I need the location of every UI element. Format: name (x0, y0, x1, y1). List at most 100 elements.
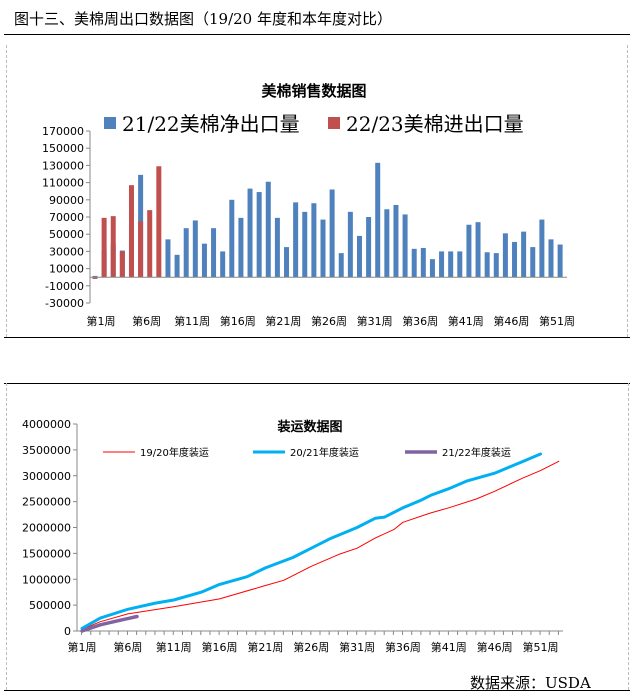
data-source: 数据来源：USDA (470, 674, 591, 692)
x-tick-label: 第16周 (202, 640, 238, 654)
chart-title: 装运数据图 (276, 419, 342, 435)
bar (512, 241, 518, 278)
bar (128, 185, 134, 278)
bar (265, 181, 271, 278)
x-tick-label: 第21周 (265, 314, 301, 328)
panel-border (6, 383, 7, 690)
panel-border (6, 45, 7, 337)
divider (4, 34, 630, 35)
bar (384, 209, 390, 278)
bar (165, 239, 171, 278)
x-tick-label: 第31周 (357, 314, 393, 328)
x-tick-label: 第26周 (311, 314, 347, 328)
y-tick-label: -10000 (45, 280, 84, 293)
y-tick-label: 30000 (49, 245, 84, 258)
bar (211, 228, 217, 278)
bar (92, 275, 98, 278)
x-tick-label: 第11周 (156, 640, 192, 654)
bar (238, 217, 244, 278)
legend-label: 20/21年度装运 (290, 446, 359, 459)
y-tick-label: 2000000 (22, 522, 71, 535)
bar (375, 162, 381, 278)
bar (247, 188, 253, 278)
bar (156, 166, 162, 278)
x-tick-label: 第1周 (87, 314, 116, 328)
x-tick-label: 第26周 (293, 640, 329, 654)
y-tick-label: 1500000 (22, 547, 71, 560)
y-tick-label: 2500000 (22, 496, 71, 509)
y-tick-label: 150000 (42, 142, 84, 155)
x-tick-label: 第36周 (385, 640, 421, 654)
bar (475, 222, 481, 278)
y-tick-label: 1000000 (22, 573, 71, 586)
x-tick-label: 第36周 (402, 314, 438, 328)
y-tick-label: 130000 (42, 159, 84, 172)
bar (147, 210, 153, 278)
y-tick-label: 90000 (49, 194, 84, 207)
y-tick-label: 500000 (29, 599, 71, 612)
bar (402, 214, 408, 278)
bar (119, 251, 125, 278)
y-tick-label: 3500000 (22, 444, 71, 457)
y-tick-label: 50000 (49, 228, 84, 241)
bar (429, 259, 435, 278)
x-tick-label: 第46周 (477, 640, 513, 654)
x-tick-label: 第41周 (431, 640, 467, 654)
x-tick-label: 第6周 (132, 314, 161, 328)
y-tick-label: 110000 (42, 177, 84, 190)
series-line (80, 614, 139, 633)
series-line (81, 460, 560, 630)
bar (411, 248, 417, 278)
bar (439, 251, 445, 278)
bar (201, 243, 207, 278)
bar (183, 228, 189, 278)
legend-label: 21/22美棉净出口量 (122, 112, 300, 136)
y-tick-label: -30000 (45, 297, 84, 310)
bar (530, 247, 536, 278)
bar (338, 253, 344, 278)
bar (110, 216, 116, 278)
y-tick-label: 10000 (49, 263, 84, 276)
bar (557, 244, 563, 278)
panel-border (628, 383, 629, 690)
x-tick-label: 第1周 (68, 640, 97, 654)
y-tick-label: 170000 (42, 125, 84, 138)
bar (320, 219, 326, 278)
bar (493, 253, 499, 278)
bar (393, 204, 399, 278)
legend-swatch (328, 117, 340, 129)
figure-caption: 图十三、美棉周出口数据图（19/20 年度和本年度对比） (14, 10, 392, 28)
y-tick-label: 0 (64, 625, 71, 638)
bar (220, 251, 226, 278)
bar (192, 220, 198, 278)
divider (4, 383, 630, 384)
bar (138, 221, 144, 278)
x-tick-label: 第11周 (174, 314, 210, 328)
bar (548, 239, 554, 278)
x-tick-label: 第51周 (539, 314, 575, 328)
bar (229, 199, 235, 278)
divider (4, 337, 630, 338)
bar (448, 251, 454, 278)
x-tick-label: 第16周 (220, 314, 256, 328)
bar (347, 211, 353, 278)
bar (274, 217, 280, 278)
bar (92, 277, 98, 279)
y-tick-label: 4000000 (22, 418, 71, 431)
x-tick-label: 第41周 (448, 314, 484, 328)
bar (293, 202, 299, 278)
bar (356, 235, 362, 278)
x-tick-label: 第21周 (247, 640, 283, 654)
bar (366, 217, 372, 278)
panel-border (627, 45, 628, 337)
x-tick-label: 第31周 (339, 640, 375, 654)
y-tick-label: 70000 (49, 211, 84, 224)
divider (4, 690, 630, 691)
legend-swatch (104, 117, 116, 129)
bar (466, 224, 472, 278)
bar (174, 254, 180, 278)
bar (521, 231, 527, 278)
bar (539, 219, 545, 278)
chart-title: 美棉销售数据图 (261, 82, 366, 100)
